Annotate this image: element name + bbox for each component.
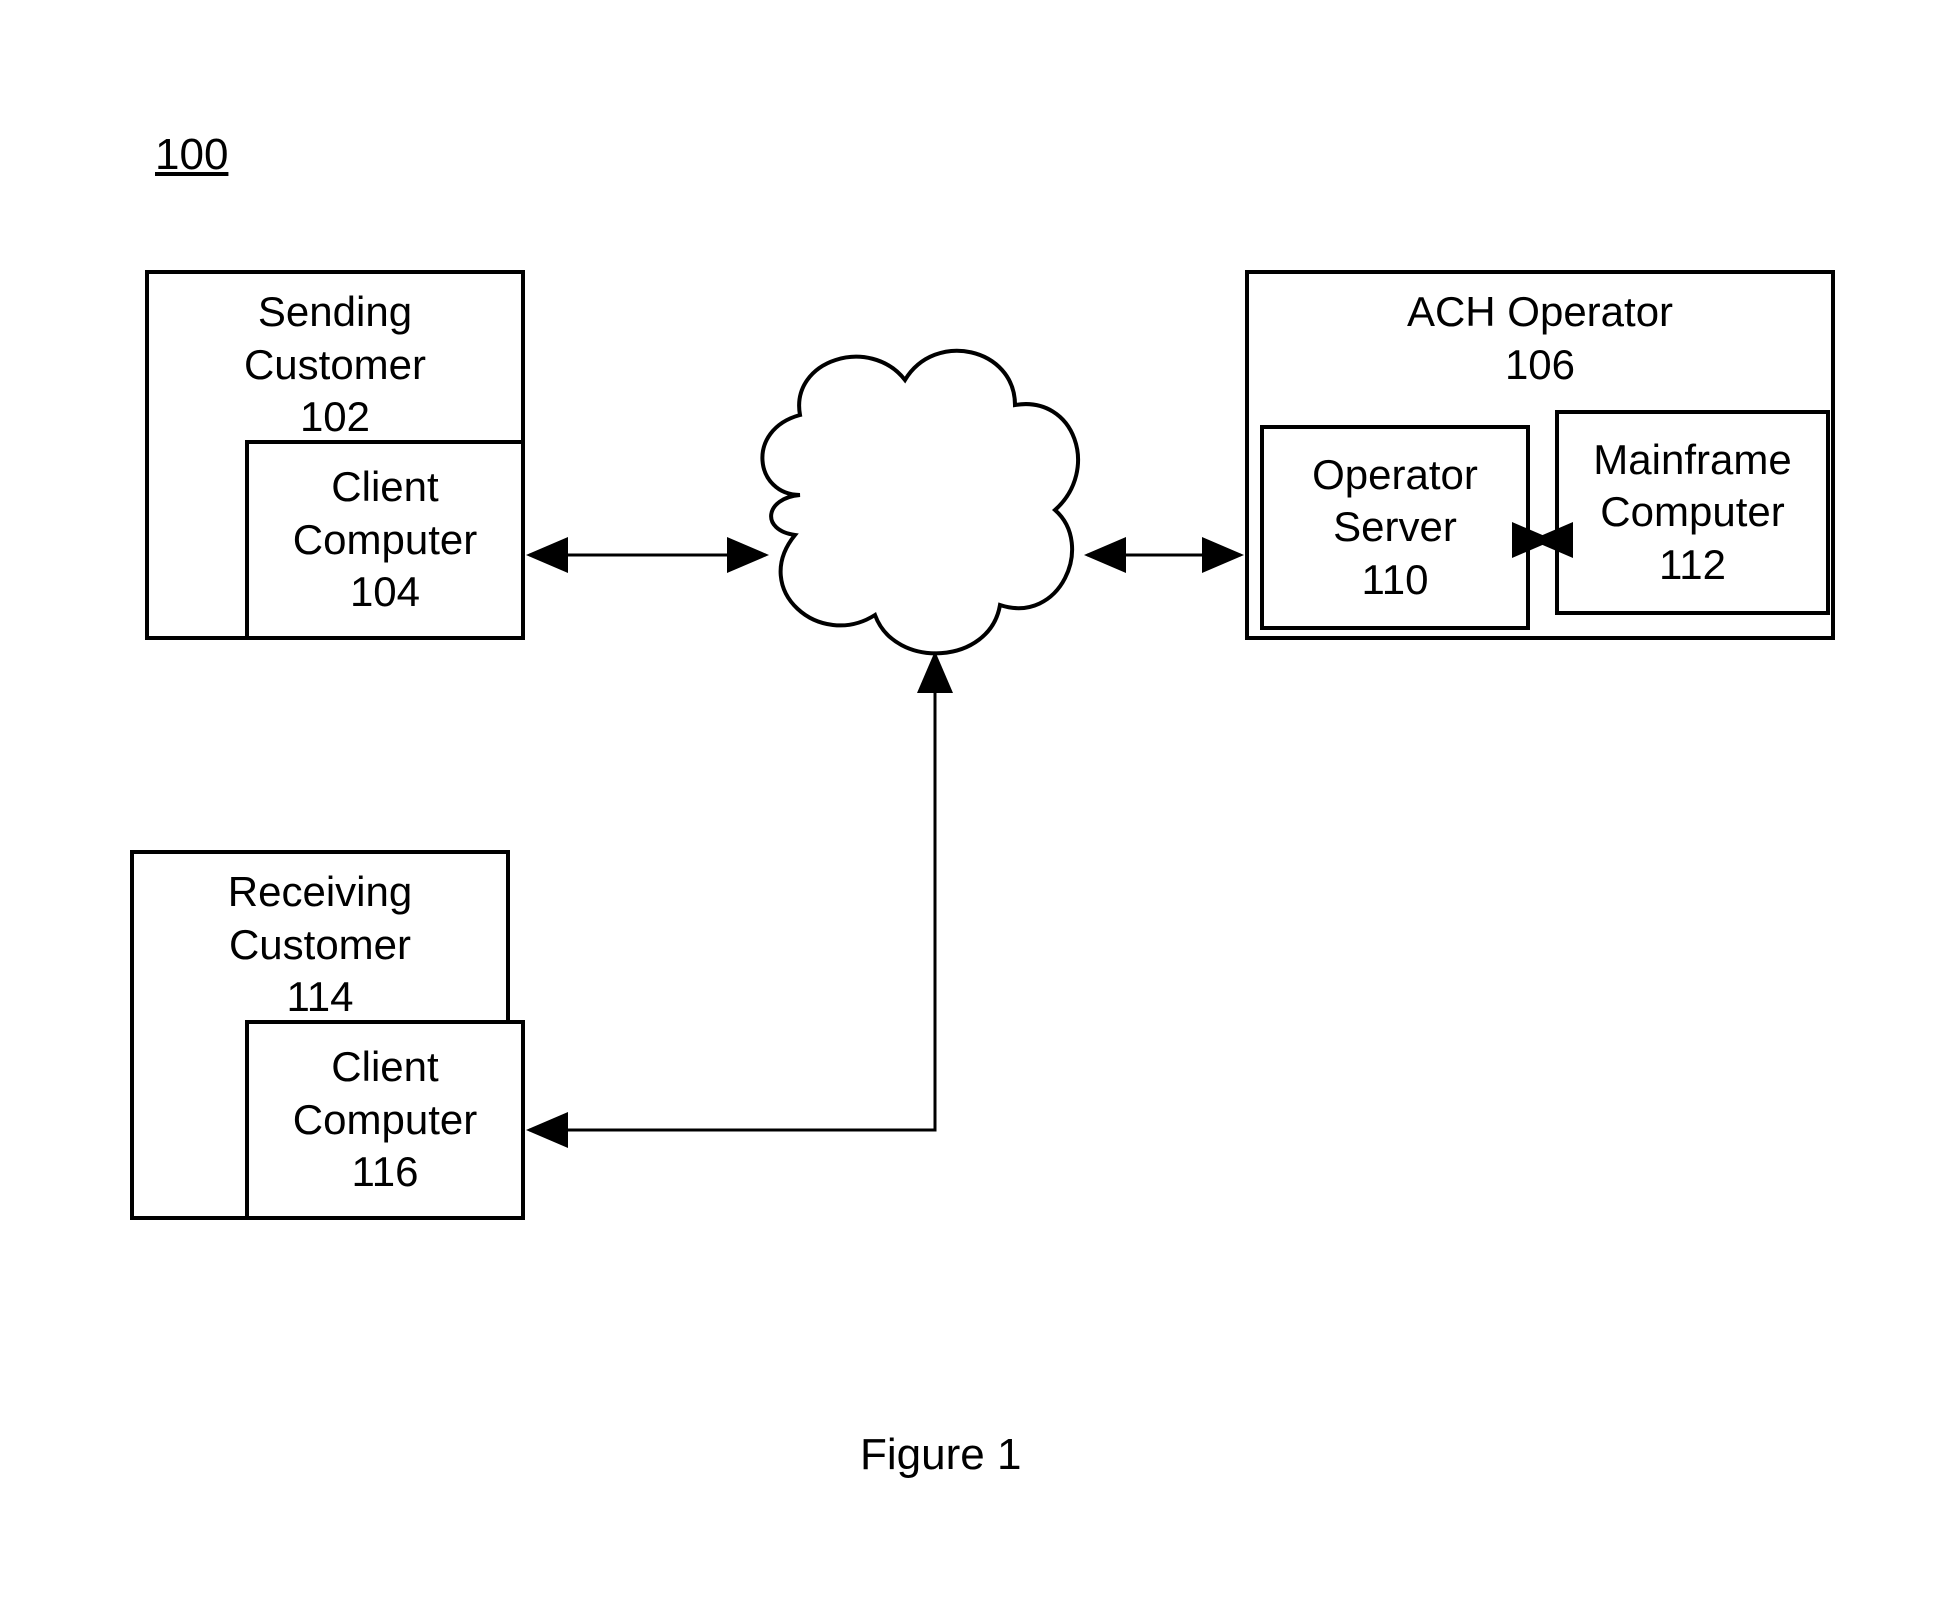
internet-line2: 108	[887, 500, 957, 547]
mainframe-computer-label: Mainframe Computer 112	[1585, 430, 1799, 596]
figure-caption: Figure 1	[860, 1430, 1021, 1480]
ach-operator-label: ACH Operator 106	[1399, 282, 1681, 395]
sending-customer-line2: Customer	[244, 341, 426, 388]
edge-client2-internet	[529, 654, 935, 1130]
mainframe-computer-line3: 112	[1659, 541, 1726, 588]
client-computer-2-label: Client Computer 116	[285, 1037, 485, 1203]
operator-server-line2: Server	[1333, 503, 1457, 550]
receiving-customer-line2: Customer	[229, 921, 411, 968]
connectors-svg	[0, 0, 1952, 1624]
mainframe-computer-box: Mainframe Computer 112	[1555, 410, 1830, 615]
client-computer-1-line3: 104	[350, 568, 420, 615]
client-computer-1-line2: Computer	[293, 516, 477, 563]
client-computer-2-line1: Client	[331, 1043, 438, 1090]
operator-server-box: Operator Server 110	[1260, 425, 1530, 630]
receiving-customer-line1: Receiving	[228, 868, 412, 915]
sending-customer-line3: 102	[300, 393, 370, 440]
mainframe-computer-line2: Computer	[1600, 488, 1784, 535]
client-computer-2-line2: Computer	[293, 1096, 477, 1143]
ach-operator-line1: ACH Operator	[1407, 288, 1673, 335]
receiving-customer-label: Receiving Customer 114	[220, 862, 420, 1028]
sending-customer-line1: Sending	[258, 288, 412, 335]
mainframe-computer-line1: Mainframe	[1593, 436, 1791, 483]
client-computer-2-line3: 116	[352, 1148, 419, 1195]
ach-system-diagram: 100 Sending Customer 102 Client Computer…	[0, 0, 1952, 1624]
figure-number: 100	[155, 130, 228, 180]
ach-operator-line2: 106	[1505, 341, 1575, 388]
client-computer-1-line1: Client	[331, 463, 438, 510]
internet-line1: Internet	[851, 447, 993, 494]
figure-caption-text: Figure 1	[860, 1430, 1021, 1479]
operator-server-label: Operator Server 110	[1304, 445, 1486, 611]
client-computer-2-box: Client Computer 116	[245, 1020, 525, 1220]
receiving-customer-line3: 114	[287, 973, 354, 1020]
client-computer-1-label: Client Computer 104	[285, 457, 485, 623]
sending-customer-label: Sending Customer 102	[236, 282, 434, 448]
operator-server-line3: 110	[1362, 556, 1429, 603]
operator-server-line1: Operator	[1312, 451, 1478, 498]
client-computer-1-box: Client Computer 104	[245, 440, 525, 640]
figure-number-text: 100	[155, 130, 228, 179]
internet-label: Internet 108	[840, 445, 1005, 550]
